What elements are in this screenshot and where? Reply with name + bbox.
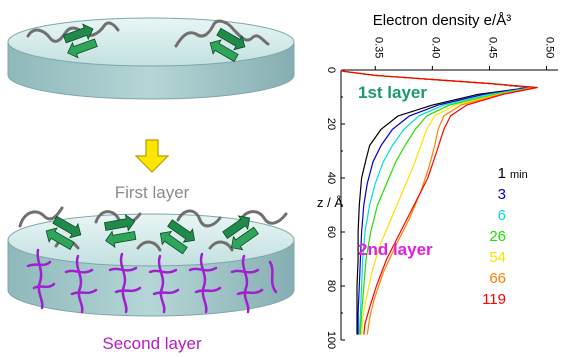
chart-title: Electron density e/Å³ xyxy=(373,12,511,29)
legend-entry-1: 1 xyxy=(498,165,506,182)
series-lines xyxy=(340,69,538,335)
first-layer-chains-top xyxy=(26,19,270,48)
y-tick-label: 60 xyxy=(325,226,337,238)
series-line-119 xyxy=(340,69,538,335)
x-tick-label: 0.40 xyxy=(429,37,441,58)
electron-density-chart: Electron density e/Å³ z / Å 0.35 0.40 0.45… xyxy=(317,12,558,349)
legend-entry-66: 66 xyxy=(489,270,506,287)
second-layer-chains xyxy=(26,248,278,314)
x-tick-label: 0.50 xyxy=(544,37,556,58)
second-layer-label: Second layer xyxy=(102,334,202,353)
legend-unit: min xyxy=(510,169,528,181)
legend-entry-119: 119 xyxy=(482,291,506,308)
second-layer-annotation: 2nd layer xyxy=(358,240,433,259)
legend-entry-26: 26 xyxy=(489,228,506,245)
protein-icon xyxy=(104,213,137,249)
down-arrow-icon xyxy=(134,139,170,173)
y-tick-label: 100 xyxy=(325,331,337,349)
y-tick-label: 20 xyxy=(325,118,337,130)
x-tick-label: 0.45 xyxy=(486,37,498,58)
substrate-disc-top xyxy=(7,17,295,100)
protein-icon xyxy=(62,23,98,59)
y-tick-label: 80 xyxy=(325,280,337,292)
first-layer-chains-bottom xyxy=(18,206,288,252)
protein-icon xyxy=(159,219,196,255)
protein-icon xyxy=(222,215,259,251)
protein-icon xyxy=(45,215,82,250)
first-layer-annotation: 1st layer xyxy=(358,83,427,102)
legend-entry-3: 3 xyxy=(498,186,506,203)
y-axis-label: z / Å xyxy=(317,195,343,210)
first-layer-label: First layer xyxy=(115,183,190,202)
protein-icon xyxy=(209,27,246,62)
legend-entry-54: 54 xyxy=(489,249,506,266)
axes: 0.35 0.40 0.45 0.50 0 20 40 60 80 100 xyxy=(325,37,558,349)
legend-entry-6: 6 xyxy=(498,207,506,224)
y-tick-label: 0 xyxy=(325,67,337,73)
legend: 1 3 6 26 54 66 119 min xyxy=(482,165,528,308)
x-tick-label: 0.35 xyxy=(372,37,384,58)
y-tick-label: 40 xyxy=(325,172,337,184)
